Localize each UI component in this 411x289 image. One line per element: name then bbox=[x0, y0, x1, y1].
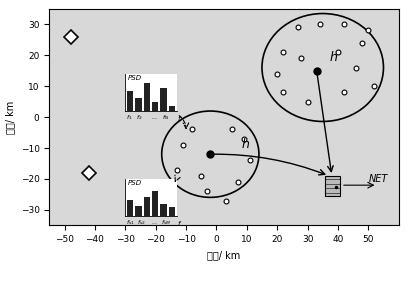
Text: $h$: $h$ bbox=[329, 50, 338, 64]
Y-axis label: 距离/ km: 距离/ km bbox=[5, 100, 15, 134]
X-axis label: 距离/ km: 距离/ km bbox=[208, 250, 240, 260]
FancyBboxPatch shape bbox=[325, 176, 340, 196]
Text: NET: NET bbox=[368, 174, 388, 184]
Text: $h$: $h$ bbox=[241, 137, 250, 151]
